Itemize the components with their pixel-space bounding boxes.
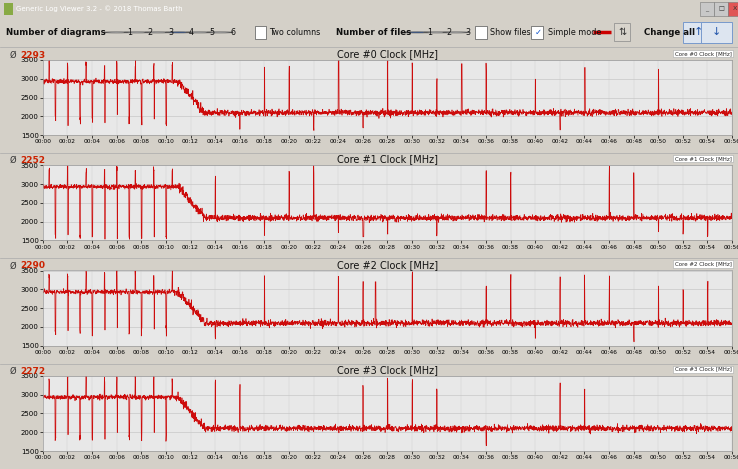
Circle shape [443, 32, 469, 33]
Text: ✓: ✓ [535, 28, 542, 37]
Text: Generic Log Viewer 3.2 - © 2018 Thomas Barth: Generic Log Viewer 3.2 - © 2018 Thomas B… [16, 6, 183, 12]
Text: Ø: Ø [10, 156, 16, 165]
Bar [4, 3, 13, 15]
Text: ↓: ↓ [712, 27, 721, 38]
Text: ↑: ↑ [694, 27, 703, 38]
Text: Number of files: Number of files [336, 28, 411, 37]
Title: Core #2 Clock [MHz]: Core #2 Clock [MHz] [337, 260, 438, 270]
FancyBboxPatch shape [531, 26, 543, 39]
Text: 3: 3 [168, 28, 173, 37]
FancyBboxPatch shape [728, 2, 738, 16]
Text: 5: 5 [210, 28, 215, 37]
Circle shape [404, 32, 431, 33]
Text: Core #2 Clock [MHz]: Core #2 Clock [MHz] [675, 262, 731, 266]
FancyBboxPatch shape [475, 26, 487, 39]
Circle shape [186, 32, 213, 33]
Text: Core #0 Clock [MHz]: Core #0 Clock [MHz] [675, 51, 731, 56]
Text: Number of diagrams: Number of diagrams [6, 28, 106, 37]
Text: Core #1 Clock [MHz]: Core #1 Clock [MHz] [675, 156, 731, 161]
Text: 1: 1 [127, 28, 132, 37]
Text: ⇅: ⇅ [618, 27, 627, 38]
FancyBboxPatch shape [714, 2, 728, 16]
Text: Two columns: Two columns [269, 28, 320, 37]
Text: 2293: 2293 [21, 51, 46, 60]
Text: Ø: Ø [10, 262, 16, 271]
Text: Simple mode: Simple mode [548, 28, 601, 37]
Circle shape [207, 32, 233, 33]
Text: 2252: 2252 [21, 156, 46, 165]
Text: 2290: 2290 [21, 262, 46, 271]
Text: 2272: 2272 [21, 367, 46, 376]
Text: Core #3 Clock [MHz]: Core #3 Clock [MHz] [675, 367, 731, 372]
FancyBboxPatch shape [614, 23, 630, 41]
Text: □: □ [718, 7, 724, 12]
Title: Core #3 Clock [MHz]: Core #3 Clock [MHz] [337, 365, 438, 375]
FancyBboxPatch shape [683, 22, 714, 43]
Text: 6: 6 [230, 28, 235, 37]
Title: Core #1 Clock [MHz]: Core #1 Clock [MHz] [337, 154, 438, 165]
Text: 3: 3 [466, 28, 471, 37]
Circle shape [165, 32, 192, 33]
Text: X: X [733, 7, 737, 12]
Text: Change all: Change all [644, 28, 694, 37]
Text: 2: 2 [148, 28, 153, 37]
Text: _: _ [706, 7, 708, 12]
Text: Ø: Ø [10, 51, 16, 60]
FancyBboxPatch shape [255, 26, 266, 39]
Text: 4: 4 [189, 28, 194, 37]
Text: Show files: Show files [490, 28, 531, 37]
Circle shape [145, 32, 171, 33]
Circle shape [103, 32, 130, 33]
Text: 1: 1 [427, 28, 432, 37]
Text: 2: 2 [446, 28, 452, 37]
Circle shape [124, 32, 151, 33]
Circle shape [424, 32, 450, 33]
FancyBboxPatch shape [701, 22, 732, 43]
Text: Ø: Ø [10, 367, 16, 376]
Title: Core #0 Clock [MHz]: Core #0 Clock [MHz] [337, 49, 438, 59]
FancyBboxPatch shape [700, 2, 714, 16]
